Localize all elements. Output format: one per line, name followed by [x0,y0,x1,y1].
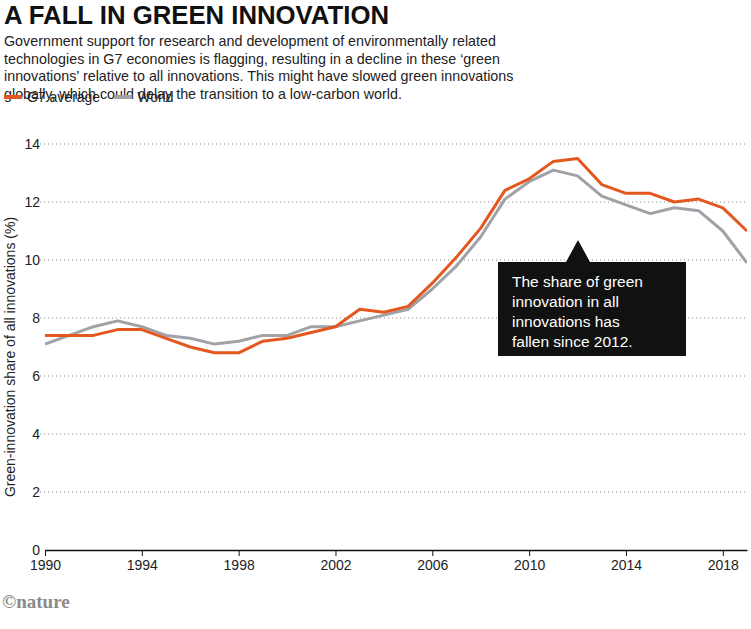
annotation-text: The share of green [512,273,643,290]
x-axis-line [46,550,748,552]
x-tick: 2006 [417,550,448,573]
x-tick-mark [529,550,530,556]
x-tick-mark [142,550,143,556]
x-tick-label: 1998 [224,557,255,573]
x-tick-mark [239,550,240,556]
annotation: The share of green innovation in all innov… [498,240,686,356]
x-tick-mark [432,550,433,556]
x-tick: 2014 [611,550,642,573]
x-tick-mark [626,550,627,556]
x-tick: 1994 [127,550,158,573]
x-axis: 1990 1994 1998 2002 2006 2010 2014 2018 [30,550,748,573]
x-tick-label: 2010 [514,557,545,573]
x-tick: 1990 [30,550,61,573]
y-tick-label: 2 [32,484,40,500]
x-tick-label: 2002 [320,557,351,573]
title: A FALL IN GREEN INNOVATION [4,1,389,29]
x-tick-label: 2018 [708,557,739,573]
y-tick: 2 [32,484,40,500]
y-tick: 0 [32,542,40,558]
grid-line [40,492,747,493]
subtitle: Government support for research and deve… [4,33,496,49]
y-tick: 14 [24,136,40,152]
y-tick-label: 12 [24,194,40,210]
grid-line [40,376,747,377]
x-tick-label: 1994 [127,557,158,573]
y-tick: 6 [32,368,40,384]
x-tick: 2018 [708,550,739,573]
legend-swatch [4,95,22,99]
x-tick: 2010 [514,550,545,573]
legend-label: World [137,89,173,105]
y-tick: 12 [24,194,40,210]
legend-label: G7 average [27,89,100,105]
grid [40,144,747,492]
chart: A FALL IN GREEN INNOVATION Government sup… [0,0,751,629]
x-tick: 1998 [224,550,255,573]
x-tick-mark [45,550,46,556]
subtitle: technologies in G7 economies is flagging… [4,51,500,67]
y-tick-label: 0 [32,542,40,558]
y-tick-label: 8 [32,310,40,326]
annotation-box [498,240,686,356]
y-tick-label: 6 [32,368,40,384]
legend-swatch [114,95,132,99]
annotation-text: innovations has [512,313,620,330]
x-tick-mark [335,550,336,556]
y-tick: 4 [32,426,40,442]
subtitle: innovations’ relative to all innovations… [4,68,513,84]
x-tick-label: 1990 [30,557,61,573]
y-tick-label: 10 [24,252,40,268]
grid-line [40,144,747,145]
x-tick: 2002 [320,550,351,573]
grid-line [40,434,747,435]
grid-line [40,260,747,261]
y-axis: 0 2 4 6 8 10 12 14 [24,136,40,558]
y-tick-label: 14 [24,136,40,152]
x-tick-label: 2006 [417,557,448,573]
y-tick: 10 [24,252,40,268]
annotation-text: fallen since 2012. [512,333,633,350]
grid-line [40,202,747,203]
legend: G7 average World [4,89,173,105]
x-tick-mark [723,550,724,556]
y-tick: 8 [32,310,40,326]
annotation-text: innovation in all [512,293,619,310]
y-axis-title: Green-innovation share of all innovation… [2,217,18,497]
y-tick-label: 4 [32,426,40,442]
x-tick-label: 2014 [611,557,642,573]
source: ©nature [2,591,70,612]
